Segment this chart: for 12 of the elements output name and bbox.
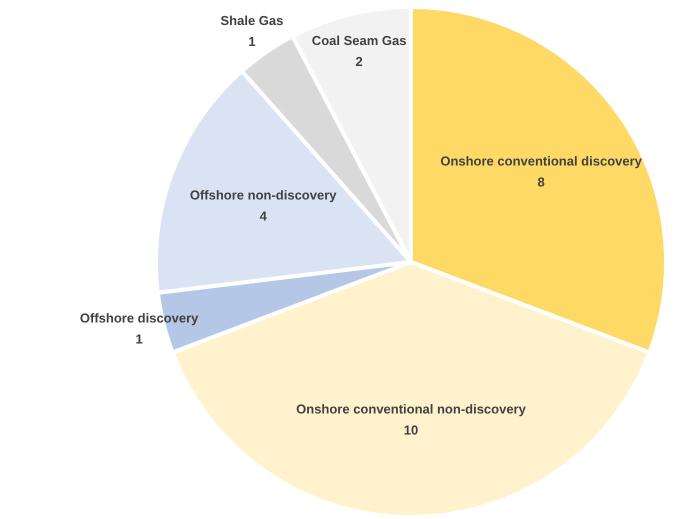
- slice-label: Offshore discovery: [80, 310, 200, 326]
- slice-label: Onshore conventional discovery: [440, 154, 643, 169]
- data-label: 1: [248, 34, 256, 50]
- slice-label: Shale Gas: [220, 13, 284, 28]
- data-label: 10: [404, 422, 418, 438]
- data-label: 1: [136, 332, 143, 347]
- slice-label: Offshore non-discovery: [190, 187, 338, 202]
- data-label: 8: [537, 174, 545, 190]
- slice-label: Coal Seam Gas: [312, 33, 406, 48]
- data-label: 2: [356, 54, 363, 70]
- data-label: 4: [260, 208, 268, 224]
- slice-label: Onshore conventional non-discovery: [296, 402, 527, 417]
